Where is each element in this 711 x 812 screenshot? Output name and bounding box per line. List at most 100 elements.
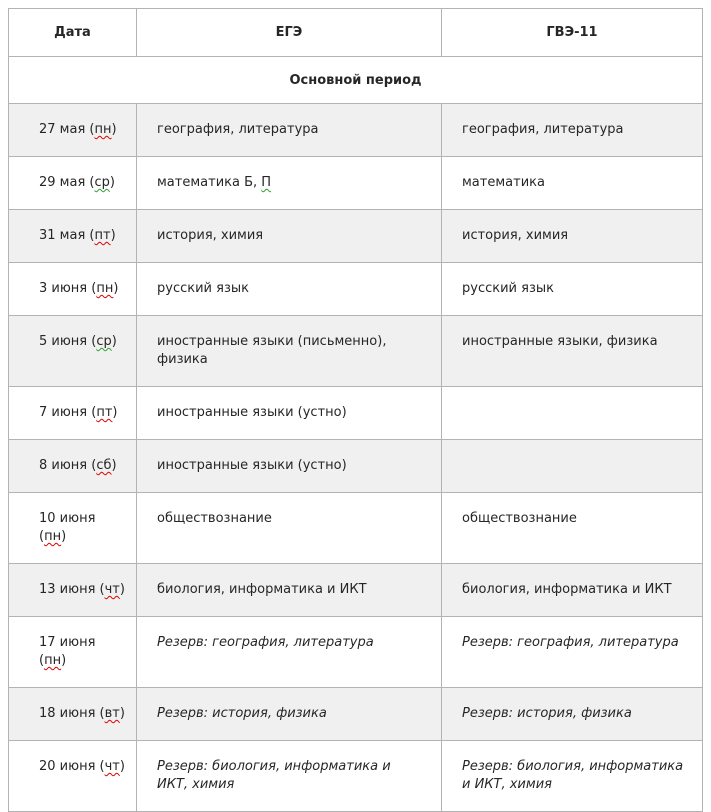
- text-segment: математика Б,: [157, 175, 262, 190]
- schedule-row: 27 мая (пн) география, литература географи…: [8, 103, 703, 157]
- schedule-row: 5 июня (ср) иностранные языки (письменно)…: [8, 315, 703, 387]
- section-title: Основной период: [8, 56, 703, 104]
- date-cell: 29 мая (ср): [8, 156, 137, 210]
- gve11-cell: математика: [441, 156, 703, 210]
- text-segment: ): [119, 759, 125, 774]
- text-segment: ): [61, 529, 67, 544]
- spellcheck-red-segment: чт: [104, 582, 120, 597]
- text-segment: 29 мая (: [39, 175, 95, 190]
- text-segment: ): [110, 228, 116, 243]
- ege-cell: история, химия: [136, 209, 442, 263]
- ege-cell: иностранные языки (письменно), физика: [136, 315, 442, 387]
- text-segment: 8 июня (: [39, 458, 97, 473]
- ege-cell: биология, информатика и ИКТ: [136, 563, 442, 617]
- gve11-cell: история, химия: [441, 209, 703, 263]
- gve11-cell: Резерв: география, литература: [441, 616, 703, 688]
- text-segment: 20 июня (: [39, 759, 105, 774]
- text-segment: 31 мая (: [39, 228, 95, 243]
- text-segment: Резерв: история, физика: [157, 706, 327, 721]
- schedule-row: 7 июня (пт) иностранные языки (устно): [8, 386, 703, 440]
- text-segment: Резерв: история, физика: [462, 706, 632, 721]
- spellcheck-red-segment: пн: [44, 653, 62, 668]
- spellcheck-red-segment: вт: [104, 706, 120, 721]
- spellcheck-green-segment: П: [261, 175, 272, 190]
- spellcheck-green-segment: ср: [96, 334, 112, 349]
- ege-cell: Резерв: география, литература: [136, 616, 442, 688]
- text-segment: ): [109, 175, 115, 190]
- ege-cell: иностранные языки (устно): [136, 386, 442, 440]
- table-header: Дата ЕГЭ ГВЭ-11 Основной период: [8, 8, 703, 104]
- date-cell: 18 июня (вт): [8, 687, 137, 741]
- text-segment: география, литература: [157, 122, 319, 137]
- text-segment: ): [61, 653, 67, 668]
- text-segment: иностранные языки (устно): [157, 405, 347, 420]
- date-cell: 8 июня (сб): [8, 439, 137, 493]
- gve11-cell: география, литература: [441, 103, 703, 157]
- gve11-cell: [441, 386, 703, 440]
- text-segment: русский язык: [157, 281, 249, 296]
- text-segment: ): [111, 334, 117, 349]
- text-segment: иностранные языки, физика: [462, 334, 658, 349]
- text-segment: Резерв: биология, информатика и ИКТ, хим…: [157, 759, 391, 792]
- text-segment: Резерв: биология, информатика и ИКТ, хим…: [462, 759, 684, 792]
- date-cell: 17 июня (пн): [8, 616, 137, 688]
- text-segment: ): [119, 582, 125, 597]
- text-segment: математика: [462, 175, 545, 190]
- text-segment: 27 мая (: [39, 122, 95, 137]
- text-segment: 7 июня (: [39, 405, 97, 420]
- date-cell: 7 июня (пт): [8, 386, 137, 440]
- spellcheck-red-segment: пн: [94, 122, 112, 137]
- col-header-date: Дата: [8, 8, 137, 57]
- gve11-cell: иностранные языки, физика: [441, 315, 703, 387]
- schedule-row: 18 июня (вт) Резерв: история, физика Резер…: [8, 687, 703, 741]
- gve11-cell: Резерв: история, физика: [441, 687, 703, 741]
- ege-cell: русский язык: [136, 262, 442, 316]
- text-segment: Резерв: география, литература: [462, 635, 679, 650]
- schedule-row: 8 июня (сб) иностранные языки (устно): [8, 439, 703, 493]
- col-header-gve11: ГВЭ-11: [441, 8, 703, 57]
- date-cell: 20 июня (чт): [8, 740, 137, 812]
- schedule-row: 10 июня (пн) обществознание обществознание: [8, 492, 703, 564]
- text-segment: иностранные языки (устно): [157, 458, 347, 473]
- spellcheck-red-segment: пн: [96, 281, 114, 296]
- text-segment: биология, информатика и ИКТ: [462, 582, 672, 597]
- text-segment: ): [112, 405, 118, 420]
- gve11-cell: обществознание: [441, 492, 703, 564]
- table-body: 27 мая (пн) география, литература географи…: [8, 103, 703, 812]
- text-segment: география, литература: [462, 122, 624, 137]
- text-segment: ): [111, 122, 117, 137]
- text-segment: история, химия: [462, 228, 569, 243]
- ege-cell: математика Б, П: [136, 156, 442, 210]
- header-row: Дата ЕГЭ ГВЭ-11: [8, 8, 703, 57]
- schedule-row: 13 июня (чт) биология, информатика и ИКТ б…: [8, 563, 703, 617]
- text-segment: ): [119, 706, 125, 721]
- ege-cell: иностранные языки (устно): [136, 439, 442, 493]
- ege-cell: Резерв: история, физика: [136, 687, 442, 741]
- ege-cell: обществознание: [136, 492, 442, 564]
- text-segment: 3 июня (: [39, 281, 97, 296]
- spellcheck-green-segment: ср: [94, 175, 110, 190]
- text-segment: ): [111, 458, 117, 473]
- date-cell: 13 июня (чт): [8, 563, 137, 617]
- spellcheck-red-segment: сб: [96, 458, 112, 473]
- spellcheck-red-segment: пт: [96, 405, 113, 420]
- text-segment: иностранные языки (письменно), физика: [157, 334, 387, 367]
- gve11-cell: русский язык: [441, 262, 703, 316]
- text-segment: 17 июня (: [39, 635, 96, 668]
- text-segment: 5 июня (: [39, 334, 97, 349]
- ege-cell: Резерв: биология, информатика и ИКТ, хим…: [136, 740, 442, 812]
- date-cell: 5 июня (ср): [8, 315, 137, 387]
- text-segment: биология, информатика и ИКТ: [157, 582, 367, 597]
- ege-cell: география, литература: [136, 103, 442, 157]
- text-segment: Резерв: география, литература: [157, 635, 374, 650]
- date-cell: 10 июня (пн): [8, 492, 137, 564]
- schedule-row: 17 июня (пн) Резерв: география, литератур…: [8, 616, 703, 688]
- text-segment: история, химия: [157, 228, 264, 243]
- text-segment: 18 июня (: [39, 706, 105, 721]
- text-segment: обществознание: [157, 511, 272, 526]
- gve11-cell: [441, 439, 703, 493]
- text-segment: ): [113, 281, 119, 296]
- schedule-row: 31 мая (пт) история, химия история, химия: [8, 209, 703, 263]
